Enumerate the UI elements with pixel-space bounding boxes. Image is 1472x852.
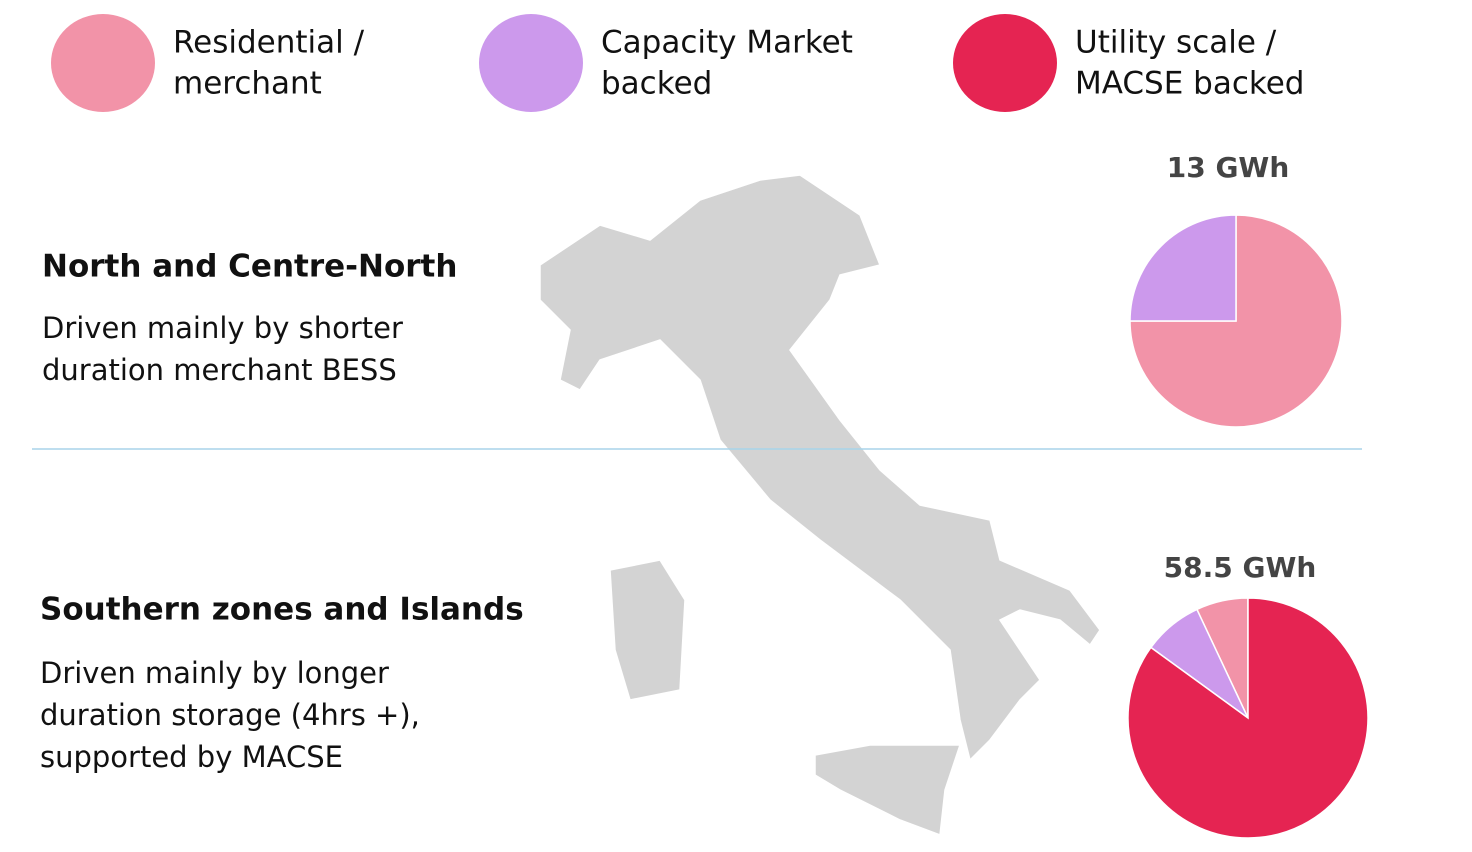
region-description: supported by MACSE [40,740,343,774]
pie-title: 13 GWh [1167,151,1290,184]
sicily [814,744,962,837]
sardinia [609,559,686,701]
region-description: Driven mainly by longer [40,656,389,690]
region-description: Driven mainly by shorter [42,311,403,345]
pie-slice [1129,214,1343,428]
legend-swatch [953,14,1057,112]
legend-swatch [51,14,155,112]
pie-slice [1129,214,1237,322]
map [539,174,1101,837]
pie-slice [1127,597,1369,839]
mainland [539,174,1101,762]
legend-swatch [479,14,583,112]
legend-label: Residential / [173,25,365,61]
pie-title: 58.5 GWh [1164,551,1317,584]
legend-label: MACSE backed [1075,66,1305,102]
legend-label: merchant [173,66,322,102]
region-heading: North and Centre-North [42,249,457,285]
legend-label: Capacity Market [601,25,853,61]
region-description: duration storage (4hrs +), [40,698,420,732]
region-description: duration merchant BESS [42,353,397,387]
legend-label: Utility scale / [1075,25,1277,61]
region-heading: Southern zones and Islands [40,592,524,628]
legend-label: backed [601,66,712,102]
